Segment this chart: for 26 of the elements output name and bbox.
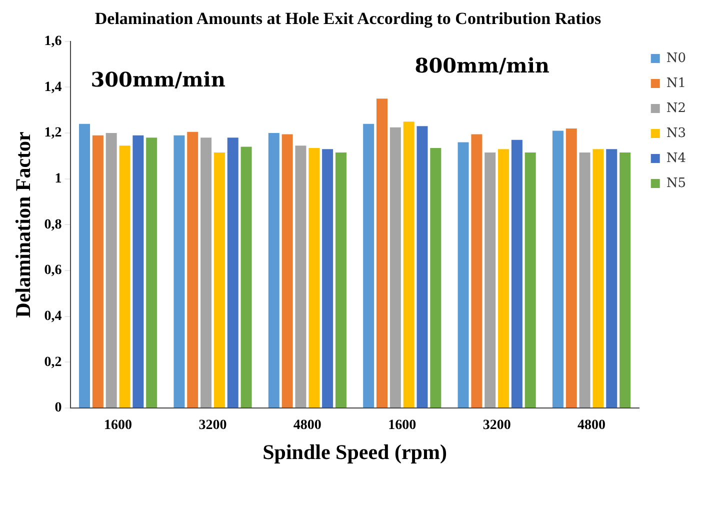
x-axis-title: Spindle Speed (rpm) [262,440,447,464]
y-tick-label: 0,2 [44,354,62,370]
x-tick-label: 1600 [388,418,416,434]
y-tick-label: 1,2 [44,126,62,141]
y-axis-title: Delamination Factor [11,132,36,318]
x-tick-label: 4800 [578,418,606,434]
y-tick-label: 1 [54,171,62,186]
y-tick-label: 0,4 [44,308,62,324]
y-tick-label: 0,6 [44,263,62,278]
x-tick-label: 3200 [198,418,227,434]
legend-label: N5 [666,176,686,191]
legend-label: N0 [666,50,686,66]
y-tick-label: 0,8 [44,217,62,232]
x-tick-label: 1600 [104,418,132,434]
legend-label: N4 [666,150,686,166]
legend-label: N1 [666,76,686,91]
y-tick-label: 1,4 [44,80,62,95]
x-tick-label: 3200 [482,418,511,434]
annotation: 800mm/min [414,54,550,78]
legend-label: N2 [666,100,686,116]
y-tick-label: 0 [54,400,62,416]
chart-title: Delamination Amounts at Hole Exit According to Contribution Ratios [94,8,602,30]
x-tick-label: 4800 [293,418,322,434]
annotation: 300mm/min [90,68,226,92]
y-tick-label: 1,6 [44,34,62,50]
legend-label: N3 [666,126,686,141]
